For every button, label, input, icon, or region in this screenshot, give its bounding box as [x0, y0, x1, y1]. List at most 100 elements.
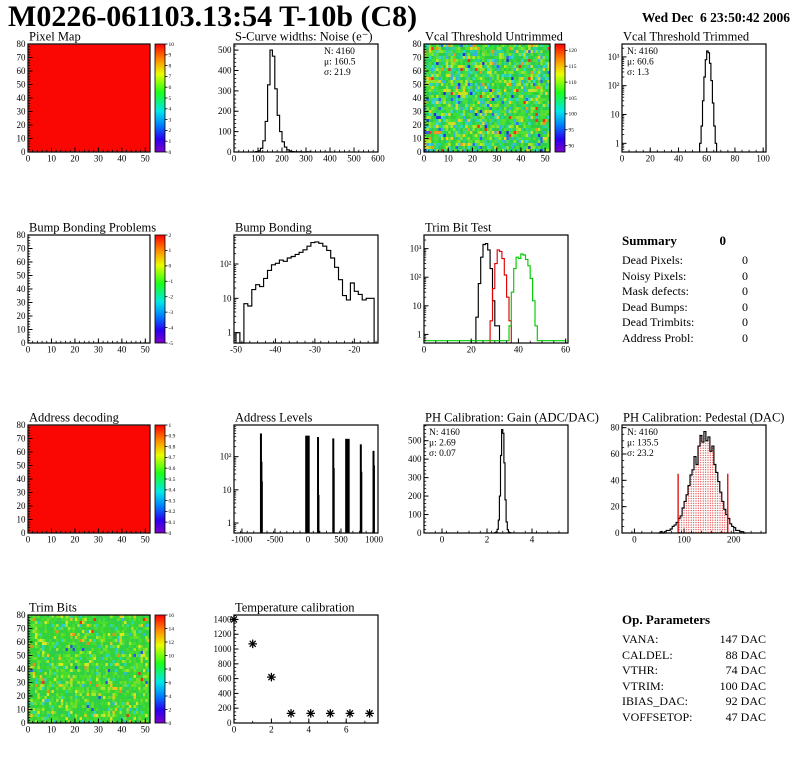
- svg-text:40: 40: [17, 93, 27, 103]
- svg-text:100: 100: [218, 127, 232, 137]
- svg-text:3: 3: [169, 117, 172, 123]
- svg-text:60: 60: [561, 345, 571, 355]
- svg-text:1400: 1400: [214, 614, 233, 624]
- summary-row: Address Probl: 0: [622, 331, 748, 347]
- svg-text:PH Calibration: Pedestal (DAC): PH Calibration: Pedestal (DAC): [623, 411, 784, 425]
- svg-text:0.9: 0.9: [169, 434, 176, 440]
- svg-text:30: 30: [17, 678, 27, 688]
- svg-text:50: 50: [141, 345, 151, 355]
- svg-text:500: 500: [334, 535, 348, 545]
- svg-text:200: 200: [408, 491, 422, 501]
- summary-row-label: Dead Trimbits:: [622, 315, 695, 329]
- summary-row: Dead Bumps: 0: [622, 300, 748, 316]
- svg-text:1200: 1200: [214, 629, 233, 639]
- svg-text:-500: -500: [267, 535, 284, 545]
- svg-text:20: 20: [70, 345, 80, 355]
- svg-text:Temperature calibration: Temperature calibration: [235, 601, 355, 615]
- svg-text:PH Calibration: Gain (ADC/DAC): PH Calibration: Gain (ADC/DAC): [425, 411, 599, 425]
- plot-bump-bonding-problems: 0 10 20 30 40 50 0 10 20 30 40 50 60 70 80 Bump Bonding…: [0, 221, 196, 359]
- svg-text:80: 80: [17, 610, 27, 620]
- svg-text:-3: -3: [169, 310, 174, 316]
- plot-address-decoding: 0 10 20 30 40 50 0 10 20 30 40 50 60 70 80 Address deco…: [0, 411, 196, 549]
- svg-text:8: 8: [169, 63, 172, 69]
- svg-text:σ: 0.07: σ: 0.07: [429, 449, 456, 459]
- svg-text:Trim Bit Test: Trim Bit Test: [425, 221, 492, 235]
- summary-row: Dead Pixels: 0: [622, 253, 748, 269]
- summary-row-label: Address Probl:: [622, 330, 694, 345]
- svg-text:50: 50: [17, 271, 27, 281]
- svg-text:-2: -2: [169, 295, 174, 301]
- svg-text:60: 60: [413, 66, 423, 76]
- op-parameter-row: CALDEL: 88 DAC: [622, 648, 766, 664]
- svg-text:100: 100: [756, 154, 770, 164]
- svg-text:0: 0: [26, 345, 31, 355]
- summary-row-value: 0: [742, 253, 748, 267]
- svg-text:0: 0: [417, 528, 422, 538]
- svg-text:200: 200: [218, 106, 232, 116]
- svg-text:12: 12: [169, 640, 175, 646]
- svg-text:40: 40: [17, 664, 27, 674]
- svg-text:N: 4160: N: 4160: [627, 428, 658, 438]
- svg-text:0: 0: [422, 345, 427, 355]
- op-parameter-value: 47 DAC: [725, 709, 766, 724]
- svg-text:90: 90: [569, 143, 575, 149]
- svg-text:40: 40: [117, 345, 127, 355]
- svg-text:1000: 1000: [365, 535, 384, 545]
- svg-text:μ: 160.5: μ: 160.5: [324, 58, 356, 68]
- svg-text:1: 1: [227, 328, 232, 338]
- svg-text:40: 40: [413, 93, 423, 103]
- svg-text:0: 0: [169, 721, 172, 727]
- svg-text:-40: -40: [269, 345, 281, 355]
- svg-text:1000: 1000: [214, 644, 233, 654]
- svg-text:-4: -4: [169, 325, 174, 331]
- svg-text:30: 30: [413, 107, 423, 117]
- op-parameters-title: Op. Parameters: [622, 612, 711, 627]
- svg-text:60: 60: [17, 447, 27, 457]
- svg-text:400: 400: [218, 688, 232, 698]
- svg-text:20: 20: [611, 502, 621, 512]
- svg-text:50: 50: [17, 80, 27, 90]
- op-parameter-row: VTRIM: 100 DAC: [622, 679, 766, 695]
- svg-text:80: 80: [413, 39, 423, 49]
- svg-text:10: 10: [223, 485, 233, 495]
- svg-text:-20: -20: [348, 345, 360, 355]
- svg-text:Bump Bonding Problems: Bump Bonding Problems: [29, 221, 156, 235]
- svg-text:70: 70: [17, 624, 27, 634]
- svg-text:800: 800: [218, 659, 232, 669]
- op-parameter-label: CALDEL:: [622, 647, 673, 662]
- svg-text:60: 60: [17, 66, 27, 76]
- plot-pixel-map: 0 10 20 30 40 50 0 10 20 30 40 50 60 70 80 Pixel Map 0 1 2…: [0, 30, 196, 168]
- svg-text:400: 400: [323, 154, 337, 164]
- svg-text:16: 16: [169, 613, 175, 619]
- svg-text:6: 6: [169, 680, 172, 686]
- svg-text:105: 105: [569, 96, 578, 102]
- op-parameters-header: Op. Parameters: [622, 612, 766, 628]
- svg-text:0.7: 0.7: [169, 455, 176, 461]
- svg-text:80: 80: [17, 230, 27, 240]
- svg-text:10²: 10²: [608, 81, 620, 91]
- svg-text:30: 30: [17, 488, 27, 498]
- svg-text:-30: -30: [309, 345, 321, 355]
- svg-text:σ: 21.9: σ: 21.9: [324, 68, 351, 78]
- svg-text:200: 200: [218, 703, 232, 713]
- svg-text:6: 6: [344, 725, 349, 735]
- svg-text:30: 30: [17, 107, 27, 117]
- svg-text:4: 4: [307, 725, 312, 735]
- svg-text:40: 40: [117, 535, 127, 545]
- svg-text:50: 50: [141, 725, 151, 735]
- svg-text:110: 110: [569, 80, 577, 86]
- svg-text:500: 500: [347, 154, 361, 164]
- svg-text:20: 20: [467, 345, 477, 355]
- svg-text:600: 600: [218, 674, 232, 684]
- svg-text:500: 500: [218, 45, 232, 55]
- svg-text:80: 80: [730, 154, 740, 164]
- svg-text:6: 6: [169, 85, 172, 91]
- svg-text:30: 30: [94, 535, 104, 545]
- svg-text:50: 50: [541, 154, 551, 164]
- svg-text:0: 0: [169, 150, 172, 156]
- svg-text:10: 10: [47, 725, 57, 735]
- svg-text:1: 1: [227, 518, 232, 528]
- plot-ph-calibration-gain: 0 2 4 0 100 200 300 400 500 PH Calibration: Gain …: [396, 411, 599, 549]
- svg-text:σ: 23.2: σ: 23.2: [627, 449, 654, 459]
